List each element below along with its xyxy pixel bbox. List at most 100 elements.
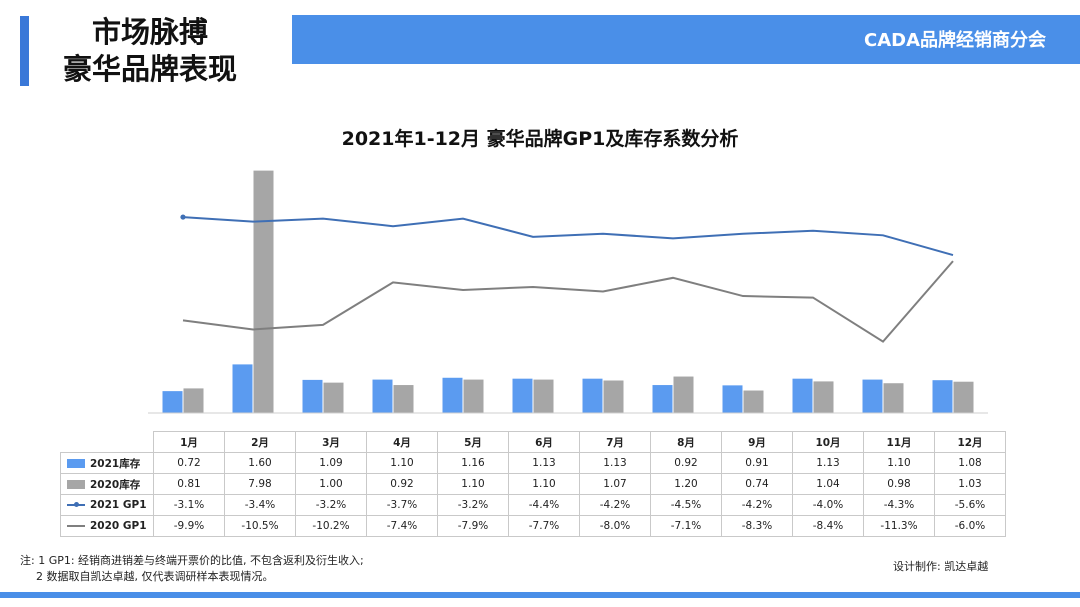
table-row: 2020 GP1 -9.9% -10.5% -10.2% -7.4% -7.9% -7.7%… xyxy=(60,515,1006,537)
bar-2021-11 xyxy=(862,379,883,413)
table-cell: -3.1% xyxy=(153,494,225,516)
table-cell: 1.03 xyxy=(934,473,1006,495)
table-cell: 0.98 xyxy=(863,473,935,495)
design-credit: 设计制作: 凯达卓越 xyxy=(893,560,989,573)
table-row-header: 2020 GP1 xyxy=(60,515,154,537)
bar-2021-1 xyxy=(162,391,183,413)
table-cell: -7.9% xyxy=(437,515,509,537)
legend-swatch-icon xyxy=(67,502,85,507)
header-accent-bar xyxy=(20,16,29,86)
table-row-header: 2020库存 xyxy=(60,473,154,495)
table-cell: 0.72 xyxy=(153,452,225,474)
table-cell: 1.13 xyxy=(508,452,580,474)
table-header-1: 1月 xyxy=(153,431,225,453)
table-header-10: 10月 xyxy=(792,431,864,453)
table-cell: -7.7% xyxy=(508,515,580,537)
footnote: 注: 1 GP1: 经销商进销差与终端开票价的比值, 不包含返利及衍生收入; 2… xyxy=(20,553,364,585)
table-header-8: 8月 xyxy=(650,431,722,453)
table-header-6: 6月 xyxy=(508,431,580,453)
table-cell: -3.4% xyxy=(224,494,296,516)
table-cell: 1.16 xyxy=(437,452,509,474)
legend-label: 2021 GP1 xyxy=(90,499,147,511)
table-corner-cell xyxy=(61,432,154,453)
bar-2020-5 xyxy=(463,379,484,413)
table-header-2: 2月 xyxy=(224,431,296,453)
bar-2021-10 xyxy=(792,378,813,413)
bar-2020-4 xyxy=(393,385,414,413)
bar-2021-6 xyxy=(512,378,533,413)
page-title-line2: 豪华品牌表现 xyxy=(62,52,237,86)
page-title: 市场脉搏 豪华品牌表现 xyxy=(40,14,260,88)
bar-2021-5 xyxy=(442,377,463,413)
table-cell: 1.60 xyxy=(224,452,296,474)
table-cell: -8.4% xyxy=(792,515,864,537)
table-cell: -8.3% xyxy=(721,515,793,537)
data-table: 1月 2月 3月 4月 5月 6月 7月 8月 9月 10月 11月 12月 2021库存 0.72 1.… xyxy=(60,431,1006,537)
bars-group xyxy=(162,170,974,413)
legend-label: 2020库存 xyxy=(90,478,141,491)
lines-group xyxy=(180,214,954,343)
footnote-line2: 2 数据取自凯达卓越, 仅代表调研样本表现情况。 xyxy=(36,570,274,583)
table-header-12: 12月 xyxy=(934,431,1006,453)
table-cell: -7.4% xyxy=(366,515,438,537)
table-row: 2020库存 0.81 7.98 1.00 0.92 1.10 1.10 1.07 1.20 0.… xyxy=(60,473,1006,495)
bar-2021-8 xyxy=(652,385,673,413)
table-cell: -4.3% xyxy=(863,494,935,516)
table-cell: 0.92 xyxy=(650,452,722,474)
bar-2020-8 xyxy=(673,376,694,413)
table-cell: 0.92 xyxy=(366,473,438,495)
table-cell: -8.0% xyxy=(579,515,651,537)
legend-marker-icon xyxy=(74,502,79,507)
bar-2021-2 xyxy=(232,364,253,413)
bar-2020-2 xyxy=(253,170,274,413)
bar-2020-3 xyxy=(323,382,344,413)
legend-label: 2020 GP1 xyxy=(90,520,147,532)
table-cell: 1.10 xyxy=(863,452,935,474)
table-cell: -6.0% xyxy=(934,515,1006,537)
table-cell: 1.10 xyxy=(437,473,509,495)
table-row-header: 2021库存 xyxy=(60,452,154,474)
table-cell: 1.00 xyxy=(295,473,367,495)
table-cell: -7.1% xyxy=(650,515,722,537)
table-cell: -4.2% xyxy=(579,494,651,516)
table-header-3: 3月 xyxy=(295,431,367,453)
table-cell: 1.20 xyxy=(650,473,722,495)
table-cell: -4.4% xyxy=(508,494,580,516)
bar-2021-7 xyxy=(582,378,603,413)
bottom-accent-bar xyxy=(0,592,1080,598)
table-row-header: 2021 GP1 xyxy=(60,494,154,516)
table-cell: 1.13 xyxy=(792,452,864,474)
org-name: CADA品牌经销商分会 xyxy=(863,30,1046,51)
table-cell: -4.2% xyxy=(721,494,793,516)
table-cell: 1.08 xyxy=(934,452,1006,474)
bar-2020-11 xyxy=(883,383,904,413)
legend-label: 2021库存 xyxy=(90,457,141,470)
table-cell: 1.13 xyxy=(579,452,651,474)
table-row: 2021 GP1 -3.1% -3.4% -3.2% -3.7% -3.2% -4.4% -4… xyxy=(60,494,1006,516)
table-cell: -11.3% xyxy=(863,515,935,537)
table-cell: 1.10 xyxy=(508,473,580,495)
table-cell: -4.5% xyxy=(650,494,722,516)
point-2021-gp1-1 xyxy=(180,214,186,220)
legend-swatch-icon xyxy=(67,480,85,489)
table-header-5: 5月 xyxy=(437,431,509,453)
table-cell: -9.9% xyxy=(153,515,225,537)
line-2021-gp1 xyxy=(182,216,954,257)
page-title-line1: 市场脉搏 xyxy=(91,15,208,49)
chart-title: 2021年1-12月 豪华品牌GP1及库存系数分析 xyxy=(341,128,739,150)
legend-swatch-icon xyxy=(67,525,85,527)
line-2020-gp1 xyxy=(182,260,954,343)
table-cell: 0.74 xyxy=(721,473,793,495)
table-cell: -4.0% xyxy=(792,494,864,516)
bar-2021-9 xyxy=(722,385,743,413)
table-cell: 0.91 xyxy=(721,452,793,474)
bar-2021-3 xyxy=(302,379,323,413)
bar-2021-12 xyxy=(932,380,953,413)
table-cell: 1.09 xyxy=(295,452,367,474)
bar-2020-7 xyxy=(603,380,624,413)
table-header-4: 4月 xyxy=(366,431,438,453)
table-cell: -5.6% xyxy=(934,494,1006,516)
footnote-line1: 注: 1 GP1: 经销商进销差与终端开票价的比值, 不包含返利及衍生收入; xyxy=(20,554,364,567)
table-cell: -3.2% xyxy=(437,494,509,516)
